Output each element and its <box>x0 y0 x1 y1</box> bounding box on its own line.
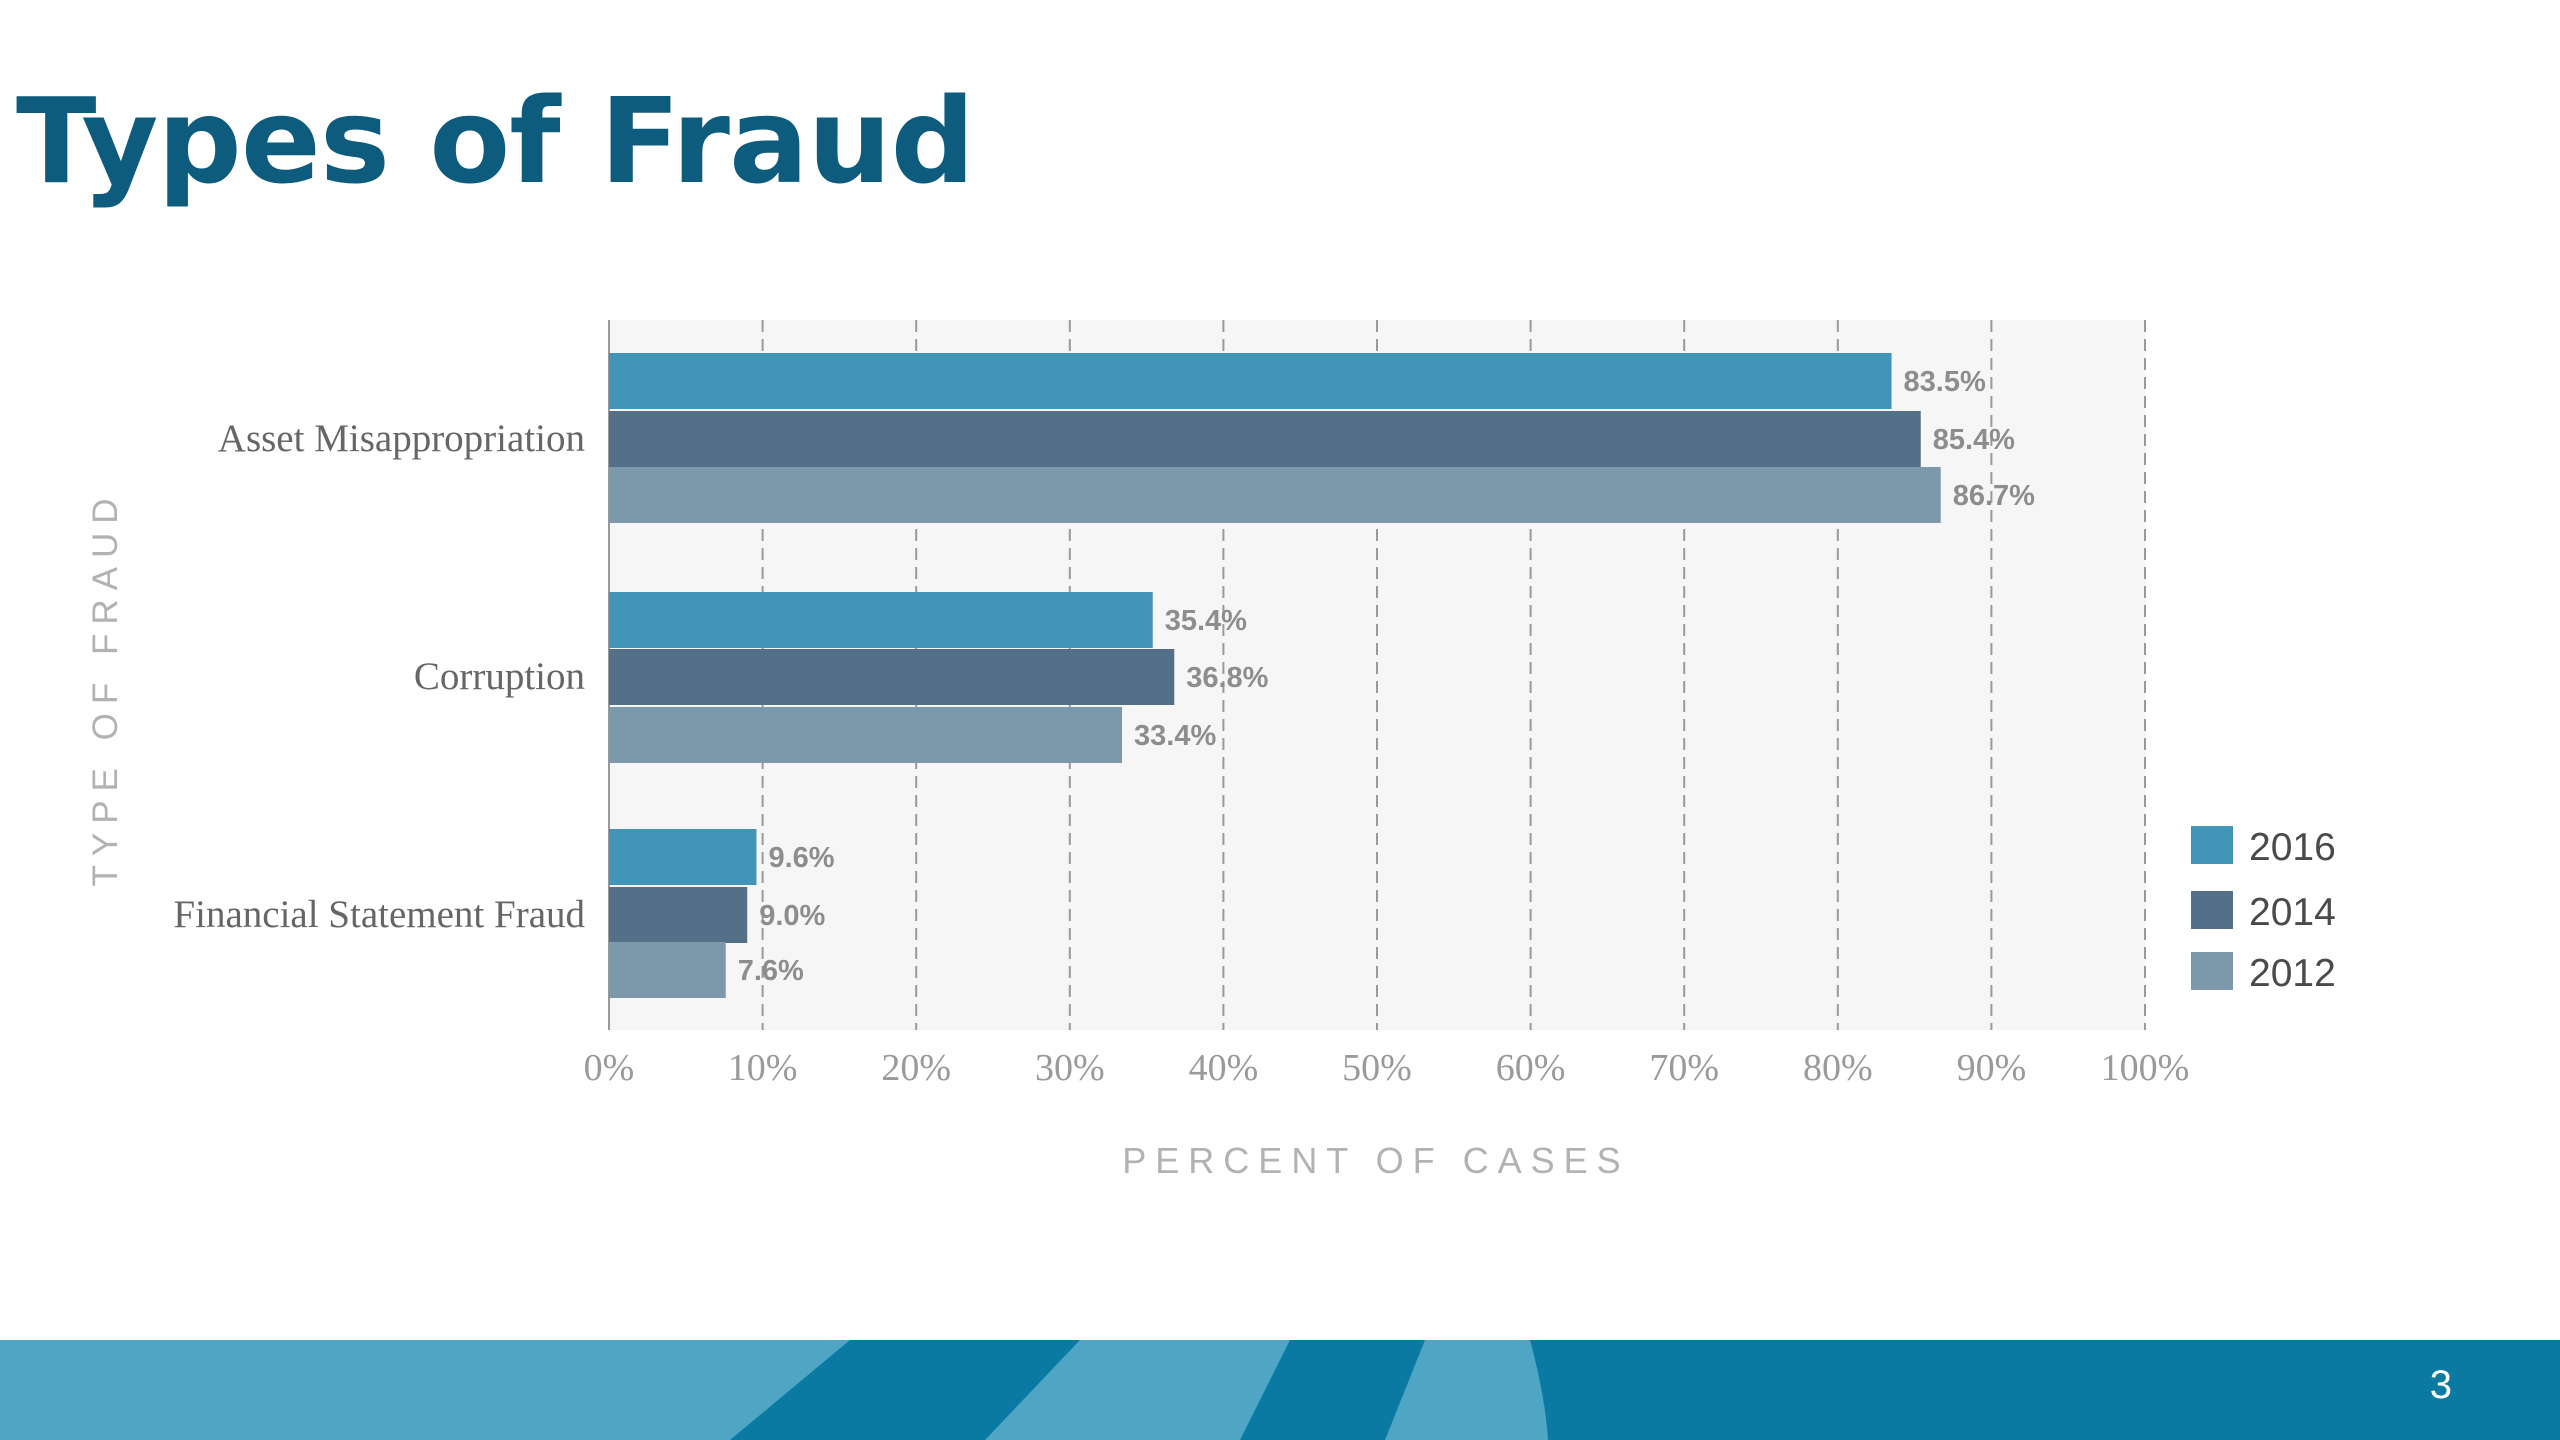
y-axis-title: TYPE OF FRAUD <box>86 489 125 886</box>
footer-stripe-arc <box>1385 1340 1548 1440</box>
bar-chart: 83.5% 85.4% 86.7% Asset Misappropriation 35.… <box>86 320 2336 1181</box>
x-tick-label: 20% <box>881 1047 951 1089</box>
bar-value-label: 7.6% <box>738 955 804 987</box>
x-tick-label: 30% <box>1035 1047 1105 1089</box>
bar-2014 <box>609 411 1921 467</box>
bar-2014 <box>609 649 1175 705</box>
legend-swatch-2012 <box>2191 952 2233 990</box>
bar-2012 <box>609 467 1941 523</box>
bar-2012 <box>609 942 726 998</box>
legend-swatch-2016 <box>2191 826 2233 864</box>
legend-swatch-2014 <box>2191 891 2233 929</box>
x-tick-label: 100% <box>2101 1047 2190 1089</box>
x-tick-label: 70% <box>1649 1047 1719 1089</box>
chart-container: 83.5% 85.4% 86.7% Asset Misappropriation 35.… <box>86 320 2336 1181</box>
bar-2012 <box>609 707 1123 763</box>
bar-value-label: 36.8% <box>1186 662 1268 694</box>
x-tick-label: 10% <box>728 1047 798 1089</box>
x-tick-label: 0% <box>584 1047 635 1089</box>
bar-2016 <box>609 353 1892 409</box>
x-tick-label: 60% <box>1496 1047 1566 1089</box>
bar-value-label: 85.4% <box>1933 424 2015 456</box>
bar-2014 <box>609 887 748 943</box>
bar-2016 <box>609 592 1153 648</box>
bar-value-label: 35.4% <box>1165 605 1247 637</box>
x-tick-label: 80% <box>1803 1047 1873 1089</box>
legend-label-2016: 2016 <box>2249 826 2336 869</box>
legend-label-2014: 2014 <box>2249 891 2336 934</box>
bar-value-label: 86.7% <box>1953 480 2035 512</box>
bar-2016 <box>609 829 757 885</box>
footer-band <box>0 1340 2560 1440</box>
x-tick-label: 50% <box>1342 1047 1412 1089</box>
category-label: Corruption <box>414 655 585 698</box>
bar-value-label: 9.0% <box>759 900 825 932</box>
bar-value-label: 33.4% <box>1134 720 1216 752</box>
legend-label-2012: 2012 <box>2249 952 2336 995</box>
footer-stripe-middle <box>985 1340 1290 1440</box>
bar-value-label: 9.6% <box>768 842 834 874</box>
slide-title: Types of Fraud <box>16 72 975 210</box>
footer-stripe-left <box>0 1340 850 1440</box>
x-tick-label: 40% <box>1189 1047 1259 1089</box>
page-number: 3 <box>2429 1363 2452 1407</box>
bar-value-label: 83.5% <box>1904 366 1986 398</box>
x-tick-label: 90% <box>1957 1047 2027 1089</box>
category-label: Financial Statement Fraud <box>173 893 585 936</box>
x-axis-title: PERCENT OF CASES <box>1122 1140 1629 1181</box>
category-label: Asset Misappropriation <box>218 417 585 460</box>
